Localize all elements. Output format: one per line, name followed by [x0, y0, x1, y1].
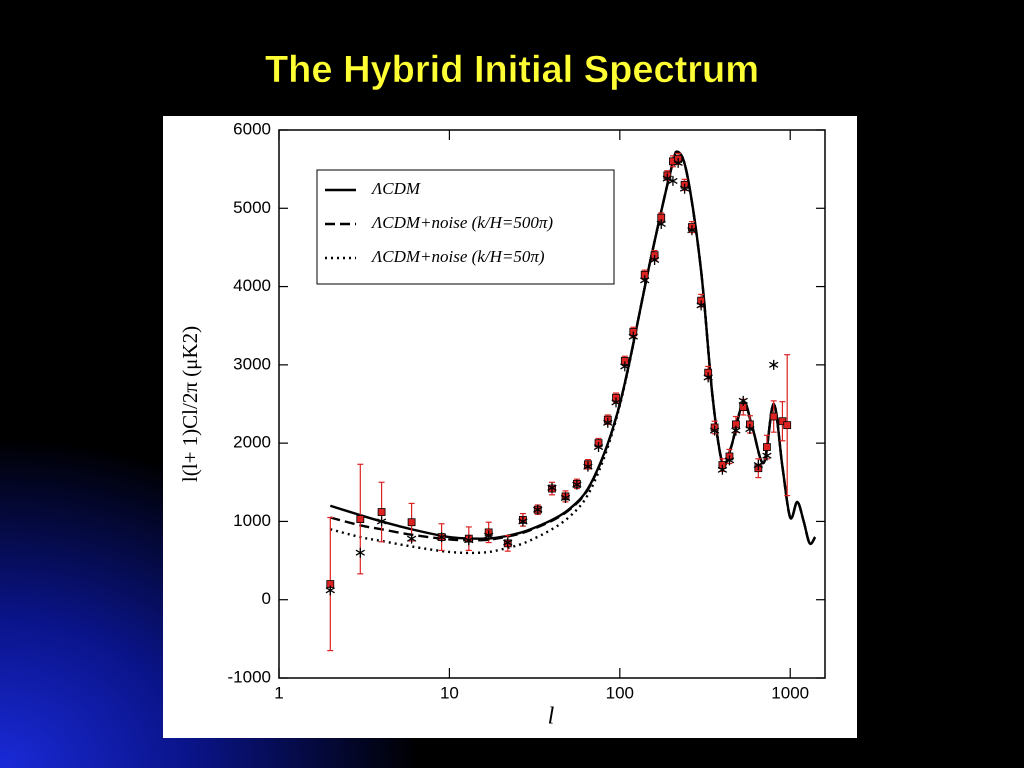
data-point: [572, 479, 582, 490]
data-point: [376, 516, 387, 527]
data-point: [518, 516, 528, 527]
slide-title: The Hybrid Initial Spectrum: [265, 49, 759, 91]
y-tick-label: 0: [262, 589, 271, 608]
data-point: [738, 395, 748, 406]
data-point: [406, 533, 417, 544]
data-point: [783, 421, 792, 430]
data-point: [355, 547, 365, 558]
data-point: [703, 372, 713, 383]
data-point: [464, 535, 474, 546]
data-point: [547, 482, 557, 493]
data-point: [593, 442, 604, 453]
data-point: [717, 464, 728, 475]
data-point: [533, 504, 543, 515]
data-point: [769, 359, 779, 370]
data-point: [377, 508, 386, 516]
data-point: [649, 254, 660, 265]
data-point: [640, 275, 650, 286]
legend-label: ΛCDM: [370, 179, 421, 198]
data-point: [745, 424, 755, 435]
y-tick-label: 2000: [233, 433, 271, 452]
data-point: [325, 585, 335, 596]
data-point: [668, 175, 678, 186]
y-tick-label: 1000: [233, 511, 271, 530]
y-tick-label: -1000: [228, 667, 271, 686]
data-point: [356, 515, 365, 523]
data-point: [583, 461, 593, 472]
data-point: [620, 361, 630, 372]
data-point: [662, 173, 672, 184]
data-point: [560, 492, 571, 503]
x-tick-label: 1000: [771, 683, 809, 702]
y-tick-label: 4000: [233, 276, 271, 295]
y-axis-label: l(l+ 1)Cl/2π (μK2): [178, 326, 202, 482]
legend-label: ΛCDM+noise (k/H=50π): [370, 247, 545, 266]
plot-frame: [278, 129, 826, 679]
data-point: [687, 225, 697, 236]
data-point: [436, 532, 447, 543]
data-point: [724, 455, 735, 466]
data-point: [656, 218, 666, 229]
data-point: [484, 530, 494, 541]
x-axis-label: l: [548, 704, 555, 730]
data-point: [503, 537, 513, 548]
data-point: [778, 417, 787, 426]
y-tick-label: 3000: [233, 354, 271, 373]
series-line: [329, 150, 817, 555]
data-point: [731, 425, 741, 436]
data-point: [603, 417, 613, 428]
y-tick-label: 6000: [233, 119, 271, 138]
data-point: [673, 157, 683, 168]
legend-label: ΛCDM+noise (k/H=500π): [370, 213, 553, 232]
data-point: [628, 331, 638, 342]
data-point: [769, 412, 778, 421]
x-tick-label: 10: [440, 683, 459, 702]
data-point: [762, 450, 772, 461]
data-point: [407, 518, 416, 527]
y-tick-label: 5000: [233, 198, 271, 217]
x-tick-label: 100: [606, 683, 634, 702]
data-point: [611, 397, 621, 408]
data-point: [753, 460, 763, 471]
x-tick-label: 1: [274, 683, 283, 702]
legend-box: [316, 169, 615, 285]
data-point: [696, 300, 706, 311]
data-point: [709, 425, 720, 436]
data-point: [679, 183, 690, 194]
data-point: [763, 443, 771, 451]
series-line: [329, 150, 817, 546]
